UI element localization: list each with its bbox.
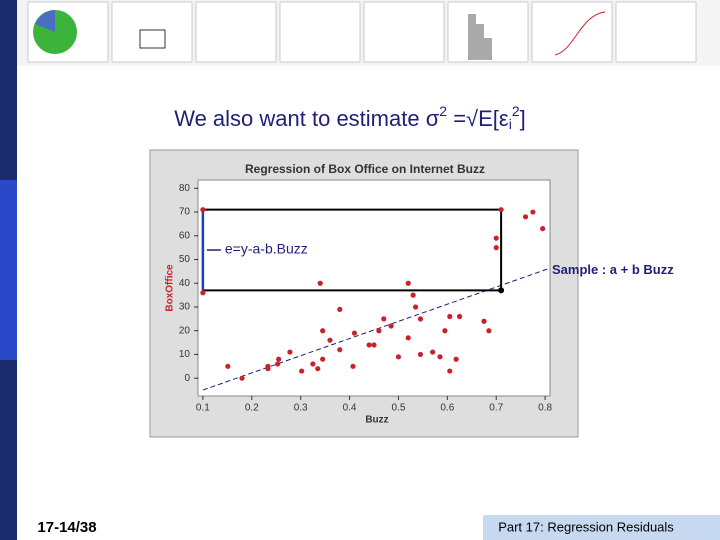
side-bar	[0, 360, 17, 540]
x-tick-label: 0.2	[245, 403, 259, 414]
point	[498, 207, 504, 213]
thumbnails	[27, 1, 697, 63]
y-tick-label: 0	[184, 373, 190, 384]
annotation: e=y-a-b.Buzz	[225, 241, 308, 257]
point	[376, 328, 382, 334]
point	[417, 316, 424, 322]
y-tick-label: 30	[179, 302, 191, 313]
page-number: 17-14/38	[37, 519, 96, 536]
point	[410, 292, 416, 298]
point	[350, 363, 356, 369]
point	[310, 361, 316, 367]
point	[447, 368, 453, 374]
x-tick-label: 0.6	[440, 403, 454, 414]
point	[320, 356, 326, 362]
y-tick-label: 50	[179, 254, 191, 265]
point	[366, 342, 372, 348]
point	[456, 313, 463, 320]
y-axis-label: BoxOffice	[165, 264, 176, 312]
point	[317, 280, 323, 286]
point	[337, 347, 343, 353]
point	[327, 337, 333, 343]
point	[447, 313, 453, 320]
point	[486, 328, 492, 334]
y-tick-label: 10	[179, 349, 191, 360]
point	[437, 354, 443, 360]
x-axis-label: Buzz	[365, 415, 388, 426]
point	[225, 363, 231, 369]
y-tick-label: 80	[179, 183, 191, 194]
plot-area	[197, 179, 551, 397]
point	[453, 356, 459, 362]
point	[395, 354, 402, 360]
fit-line	[202, 268, 548, 391]
point	[276, 356, 282, 362]
point	[265, 363, 271, 369]
point	[239, 375, 245, 381]
point	[351, 330, 358, 336]
y-tick-label: 60	[179, 230, 191, 241]
point	[530, 209, 536, 215]
y-tick-label: 70	[179, 207, 191, 218]
side-bar	[0, 0, 17, 180]
y-tick-label: 40	[179, 278, 191, 289]
point	[430, 349, 436, 355]
point	[320, 328, 326, 334]
thumbnail-art	[33, 10, 606, 60]
x-tick-label: 0.5	[391, 403, 405, 414]
point	[522, 214, 529, 220]
point	[405, 335, 411, 341]
point	[315, 366, 321, 372]
point	[405, 280, 411, 286]
point	[275, 361, 281, 367]
x-tick-label: 0.4	[343, 403, 357, 414]
footer: Part 17: Regression Residuals	[498, 519, 674, 534]
point	[442, 328, 448, 334]
fit-label: Sample : a + b Buzz	[552, 262, 674, 277]
point	[417, 351, 424, 358]
plot: 0 10 20 30 40 50 60 70 80 0.1 0.2 0.3 0.4 0.5 0.6 0.7 0.…	[179, 183, 674, 414]
y-tick-label: 20	[179, 325, 191, 336]
residual-box	[202, 208, 503, 292]
point	[381, 316, 387, 322]
point	[299, 368, 305, 374]
point	[388, 323, 394, 329]
x-tick-label: 0.7	[489, 403, 503, 414]
point	[200, 290, 206, 296]
x-tick-label: 0.3	[294, 403, 308, 414]
side-bar	[0, 180, 17, 360]
x-tick-label: 0.1	[196, 403, 210, 414]
point	[540, 226, 546, 232]
point	[493, 245, 499, 251]
slide-title: We also want to estimate σ2 =√E[εi2]	[174, 103, 526, 132]
footer-box	[483, 515, 720, 540]
point	[200, 207, 206, 213]
point	[493, 235, 499, 241]
x-tick-label: 0.8	[538, 403, 552, 414]
point	[287, 349, 293, 355]
point	[337, 306, 343, 312]
point	[371, 342, 377, 348]
fitted-point	[498, 287, 505, 294]
point	[412, 304, 419, 310]
chart-title: Regression of Box Office on Internet Buz…	[245, 162, 485, 176]
point	[481, 318, 487, 324]
